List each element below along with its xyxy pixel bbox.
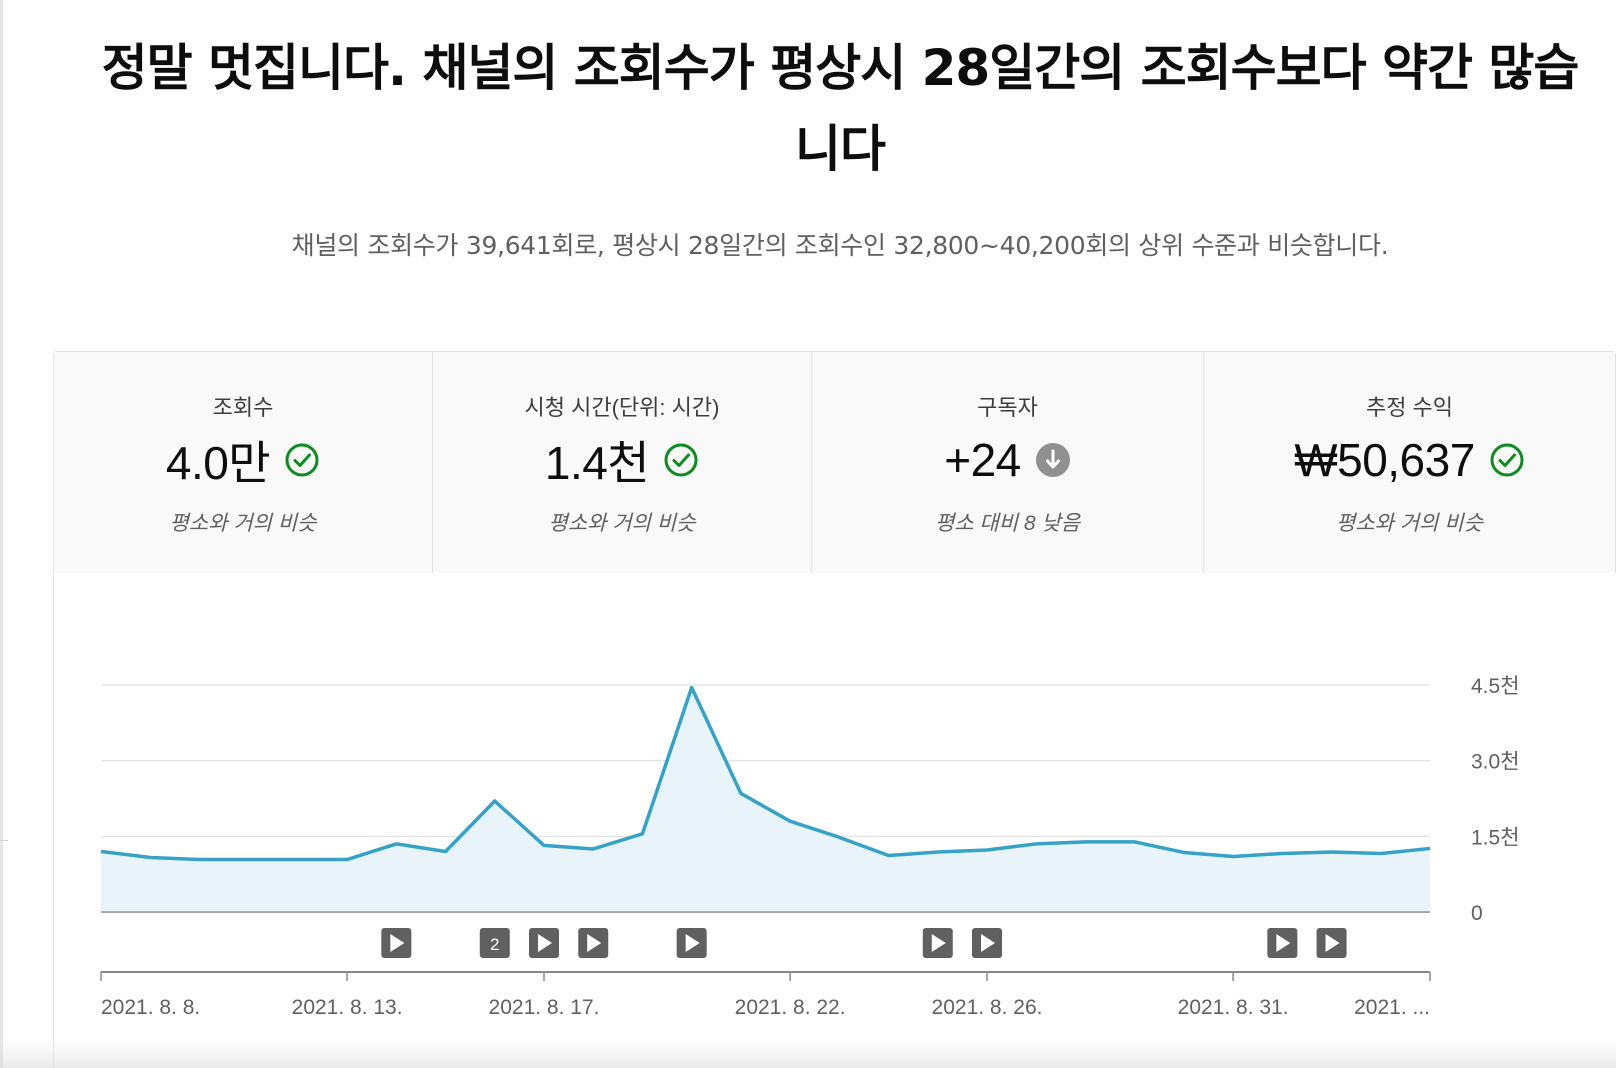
data-point[interactable]	[885, 852, 893, 860]
arrow-down-circle-icon	[1035, 442, 1071, 478]
data-point[interactable]	[146, 854, 154, 862]
tab-views-label: 조회수	[212, 395, 274, 420]
play-icon	[1276, 934, 1291, 952]
insight-headline: 정말 멋집니다. 채널의 조회수가 평상시 28일간의 조회수보다 약간 많습니…	[101, 39, 1580, 178]
x-tick-label: 2021. 8. 17.	[489, 996, 600, 1019]
views-series-line	[100, 685, 1431, 862]
data-point[interactable]	[1131, 838, 1139, 846]
video-marker-count: 2	[490, 935, 499, 954]
tab-views-note: 평소와 거의 비슷	[169, 512, 317, 535]
data-point[interactable]	[540, 841, 548, 849]
data-point[interactable]	[442, 847, 450, 855]
data-point[interactable]	[1278, 849, 1286, 857]
data-point[interactable]	[392, 840, 400, 848]
data-point[interactable]	[934, 848, 942, 856]
x-tick-label: 2021. 8. 22.	[735, 996, 846, 1019]
tab-subscribers-note: 평소 대비 8 낮음	[934, 512, 1081, 535]
play-icon	[390, 934, 405, 952]
y-tick-label: 0	[1471, 902, 1483, 925]
x-tick-label: 2021. ...	[1354, 996, 1430, 1019]
video-marker-button[interactable]	[479, 928, 510, 958]
tab-revenue[interactable]: 추정 수익 ₩50,637 평소와 거의 비슷	[1203, 352, 1615, 574]
x-tick-label: 2021. 8. 8.	[101, 996, 200, 1019]
views-chart-panel: 0 1.5천 3.0천 4.5천 2 2021. 8. 8. 2021. 8. 13. 202…	[53, 573, 1616, 1068]
check-circle-icon	[1489, 442, 1525, 478]
tab-revenue-value: ₩50,637	[1294, 434, 1475, 486]
x-tick-label: 2021. 8. 13.	[292, 996, 403, 1019]
views-chart: 0 1.5천 3.0천 4.5천 2 2021. 8. 8. 2021. 8. 13. 202…	[97, 675, 1520, 1019]
data-point[interactable]	[1377, 849, 1385, 857]
data-point[interactable]	[294, 856, 302, 864]
data-point[interactable]	[786, 817, 794, 825]
tab-revenue-note: 평소와 거의 비슷	[1336, 512, 1483, 535]
data-point[interactable]	[1032, 840, 1040, 848]
play-icon	[587, 934, 602, 952]
data-point[interactable]	[491, 797, 499, 805]
play-icon	[685, 934, 700, 952]
play-icon	[1325, 934, 1340, 952]
metric-tabs: 조회수 4.0만 평소와 거의 비슷 시청 시간(단위: 시간) 1.4천 평소…	[53, 351, 1616, 574]
tab-views[interactable]: 조회수 4.0만 평소와 거의 비슷	[54, 352, 432, 574]
check-circle-icon	[284, 442, 320, 478]
y-tick-label: 3.0천	[1471, 751, 1520, 774]
tab-watch-time-label: 시청 시간(단위: 시간)	[524, 395, 720, 420]
y-tick-label: 1.5천	[1471, 826, 1520, 849]
data-point[interactable]	[688, 684, 696, 692]
tab-watch-time[interactable]: 시청 시간(단위: 시간) 1.4천 평소와 거의 비슷	[432, 352, 811, 574]
left-edge-border	[0, 0, 3, 1068]
tab-watch-time-note: 평소와 거의 비슷	[548, 512, 696, 535]
data-point[interactable]	[983, 846, 991, 854]
play-icon	[981, 934, 995, 952]
tab-watch-time-value: 1.4천	[544, 437, 650, 489]
left-edge-tick	[0, 840, 8, 841]
data-point[interactable]	[1180, 848, 1188, 856]
x-tick-label: 2021. 8. 31.	[1178, 996, 1289, 1019]
area-fill	[101, 687, 1430, 912]
tab-subscribers-label: 구독자	[977, 395, 1038, 420]
data-point[interactable]	[97, 847, 105, 855]
data-point[interactable]	[1328, 848, 1336, 856]
y-tick-label: 4.5천	[1471, 675, 1520, 698]
data-point[interactable]	[245, 856, 253, 864]
data-point[interactable]	[638, 830, 646, 838]
play-icon	[931, 934, 946, 952]
tab-views-value: 4.0만	[165, 437, 271, 489]
data-point[interactable]	[1426, 844, 1434, 852]
data-point[interactable]	[737, 789, 745, 797]
data-point[interactable]	[195, 856, 203, 864]
data-point[interactable]	[835, 833, 843, 841]
data-point[interactable]	[343, 856, 351, 864]
check-circle-icon	[663, 442, 699, 478]
insight-subtext: 채널의 조회수가 39,641회로, 평상시 28일간의 조회수인 32,800…	[291, 231, 1389, 260]
play-icon	[538, 934, 552, 952]
x-tick-label: 2021. 8. 26.	[932, 996, 1043, 1019]
data-point[interactable]	[1081, 838, 1089, 846]
data-point[interactable]	[1229, 853, 1237, 861]
data-point[interactable]	[589, 845, 597, 853]
tab-subscribers[interactable]: 구독자 +24 평소 대비 8 낮음	[811, 352, 1203, 574]
tab-revenue-label: 추정 수익	[1365, 395, 1454, 420]
tab-subscribers-value: +24	[944, 434, 1021, 486]
